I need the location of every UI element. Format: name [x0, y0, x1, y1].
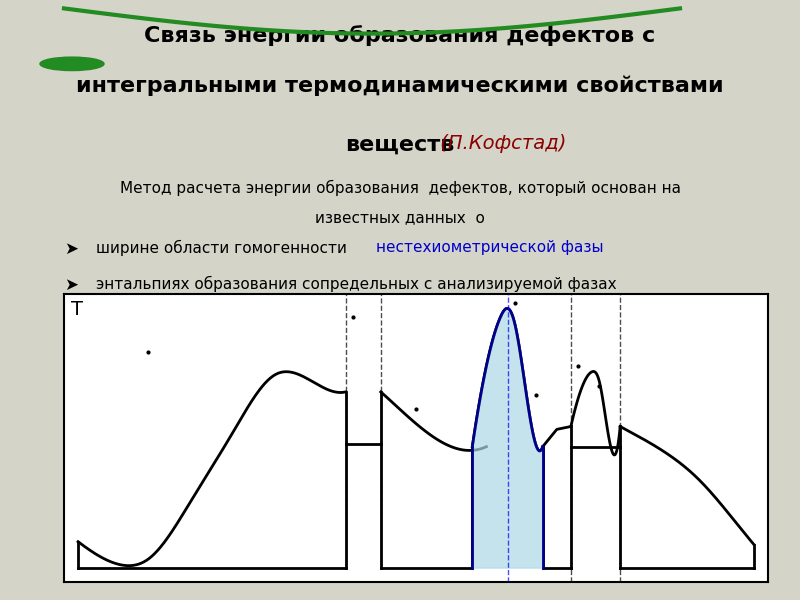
- Text: веществ: веществ: [346, 134, 454, 154]
- Text: T: T: [71, 300, 83, 319]
- Text: известных данных  о: известных данных о: [315, 210, 485, 225]
- Text: ➤: ➤: [64, 240, 78, 258]
- Text: Метод расчета энергии образования  дефектов, который основан на: Метод расчета энергии образования дефект…: [119, 180, 681, 196]
- Text: ширине области гомогенности: ширине области гомогенности: [96, 240, 352, 256]
- Text: интегральными термодинамическими свойствами: интегральными термодинамическими свойств…: [76, 76, 724, 96]
- Text: нестехиометрической фазы: нестехиометрической фазы: [376, 240, 603, 255]
- Circle shape: [40, 57, 104, 71]
- Text: (П.Кофстад): (П.Кофстад): [434, 134, 566, 154]
- Text: энтальпиях образования сопредельных с анализируемой фазах: энтальпиях образования сопредельных с ан…: [96, 276, 617, 292]
- Text: Связь энергии образования дефектов с: Связь энергии образования дефектов с: [144, 25, 656, 46]
- Text: ➤: ➤: [64, 276, 78, 294]
